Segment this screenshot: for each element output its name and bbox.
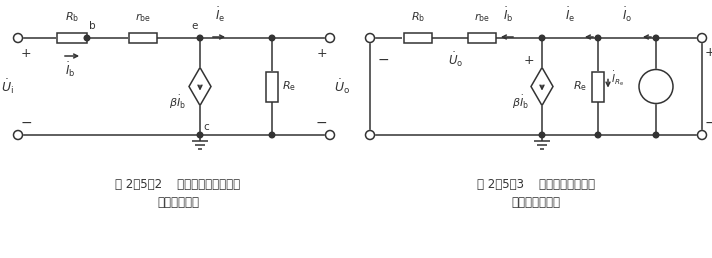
Circle shape [595,35,601,41]
Text: +: + [705,46,712,59]
Text: +: + [21,47,31,60]
Polygon shape [189,68,211,106]
Bar [129,33,157,43]
Bar [404,33,432,43]
Text: +: + [523,53,534,67]
Text: −: − [21,116,33,130]
Circle shape [84,35,90,41]
Text: $\dot{U}_\mathsf{o}$: $\dot{U}_\mathsf{o}$ [449,51,464,69]
Circle shape [539,35,545,41]
Text: $\dot{U}_\mathsf{o}$: $\dot{U}_\mathsf{o}$ [334,77,350,96]
Circle shape [639,69,673,103]
Polygon shape [531,68,553,106]
Circle shape [197,35,203,41]
Text: c: c [203,122,209,132]
Circle shape [365,34,375,43]
Text: $\dot{I}_\mathsf{b}$: $\dot{I}_\mathsf{b}$ [65,60,75,78]
Text: −: − [315,116,327,130]
Bar [266,71,278,101]
Circle shape [653,132,659,138]
Text: $R_\mathsf{b}$: $R_\mathsf{b}$ [65,10,79,24]
Bar [592,71,604,101]
Text: $\dot{I}_\mathsf{b}$: $\dot{I}_\mathsf{b}$ [503,5,513,24]
Circle shape [325,131,335,140]
Circle shape [325,34,335,43]
Text: $\dot{I}_\mathsf{e}$: $\dot{I}_\mathsf{e}$ [565,5,575,24]
Text: $\beta\dot{I}_\mathsf{b}$: $\beta\dot{I}_\mathsf{b}$ [169,94,186,111]
Circle shape [197,132,203,138]
Text: b: b [89,21,95,31]
Text: −: − [378,53,389,67]
Text: $R_\mathsf{b}$: $R_\mathsf{b}$ [411,10,425,24]
Text: −: − [705,116,712,130]
Text: 交流等效电路: 交流等效电路 [157,196,199,209]
Circle shape [269,132,275,138]
Text: $\dot{I}_\mathsf{e}$: $\dot{I}_\mathsf{e}$ [215,5,225,24]
Text: $\dot{U}_\mathsf{i}$: $\dot{U}_\mathsf{i}$ [1,77,14,96]
Text: $\dot{I}_{R_\mathsf{e}}$: $\dot{I}_{R_\mathsf{e}}$ [611,69,624,88]
Text: +: + [316,47,327,60]
Text: $r_\mathsf{be}$: $r_\mathsf{be}$ [474,11,490,24]
Text: $\beta\dot{I}_\mathsf{b}$: $\beta\dot{I}_\mathsf{b}$ [512,94,529,111]
Text: $\dot{I}_\mathsf{o}$: $\dot{I}_\mathsf{o}$ [622,5,632,24]
Circle shape [698,131,706,140]
Circle shape [698,34,706,43]
Bar [57,33,87,43]
Circle shape [653,35,659,41]
Text: 输出电阻的求解: 输出电阻的求解 [511,196,560,209]
Text: 图 2．5．2    基本共集放大电路的: 图 2．5．2 基本共集放大电路的 [115,178,241,191]
Circle shape [14,34,23,43]
Text: e: e [192,21,198,31]
Circle shape [269,35,275,41]
Circle shape [539,132,545,138]
Text: $R_\mathsf{e}$: $R_\mathsf{e}$ [573,80,587,93]
Text: $r_\mathsf{be}$: $r_\mathsf{be}$ [135,11,151,24]
Circle shape [14,131,23,140]
Text: $R_\mathsf{e}$: $R_\mathsf{e}$ [282,80,296,93]
Circle shape [595,132,601,138]
Text: $\dot{U}_\mathsf{o}$: $\dot{U}_\mathsf{o}$ [649,78,663,95]
Circle shape [365,131,375,140]
Bar [468,33,496,43]
Text: 图 2．5．3    基本共集放大电路: 图 2．5．3 基本共集放大电路 [477,178,595,191]
